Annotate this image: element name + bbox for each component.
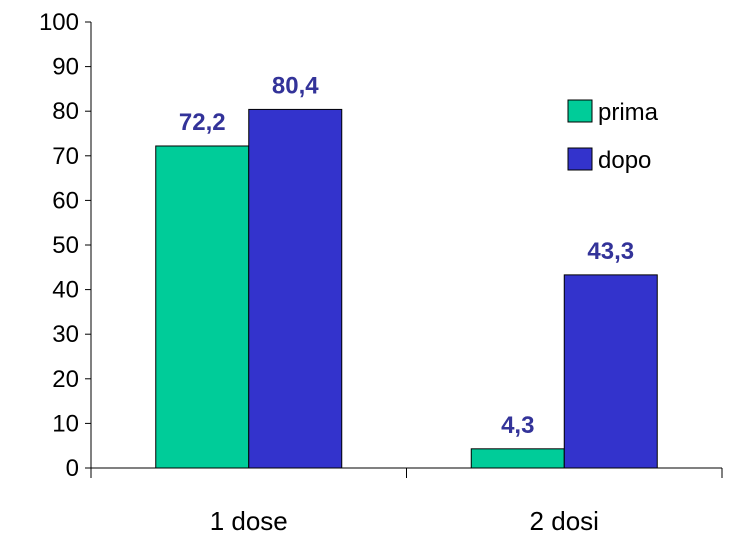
data-label-dopo: 43,3 bbox=[587, 238, 634, 265]
y-tick-label: 20 bbox=[52, 366, 79, 393]
bar-dopo bbox=[248, 108, 343, 469]
y-tick-label: 40 bbox=[52, 277, 79, 304]
y-tick-label: 90 bbox=[52, 54, 79, 81]
y-tick-label: 30 bbox=[52, 321, 79, 348]
legend-label-dopo: dopo bbox=[598, 147, 651, 174]
bars bbox=[155, 108, 658, 469]
y-tick-label: 100 bbox=[39, 9, 79, 36]
x-category-label: 2 dosi bbox=[530, 506, 599, 534]
data-label-dopo: 80,4 bbox=[272, 72, 319, 99]
y-tick-label: 0 bbox=[66, 455, 79, 482]
bar-prima bbox=[155, 145, 250, 469]
y-tick-label: 70 bbox=[52, 143, 79, 170]
bar-prima bbox=[470, 448, 565, 469]
axes: 0 10 20 30 40 50 60 70 80 90 100 1 dose 2 dosi bbox=[39, 9, 723, 536]
x-category-label: 1 dose bbox=[210, 506, 288, 534]
y-tick-label: 50 bbox=[52, 232, 79, 259]
data-label-prima: 4,3 bbox=[501, 412, 534, 439]
bar-dopo bbox=[563, 274, 658, 469]
legend-swatch-prima bbox=[567, 99, 593, 123]
y-tick-label: 80 bbox=[52, 98, 79, 125]
legend-label-prima: prima bbox=[598, 99, 659, 126]
y-tick-label: 60 bbox=[52, 187, 79, 214]
legend: prima dopo bbox=[567, 99, 659, 174]
legend-swatch-dopo bbox=[567, 147, 593, 171]
y-tick-label: 10 bbox=[52, 410, 79, 437]
data-labels: 72,2 80,4 4,3 43,3 bbox=[179, 72, 634, 438]
data-label-prima: 72,2 bbox=[179, 109, 226, 136]
